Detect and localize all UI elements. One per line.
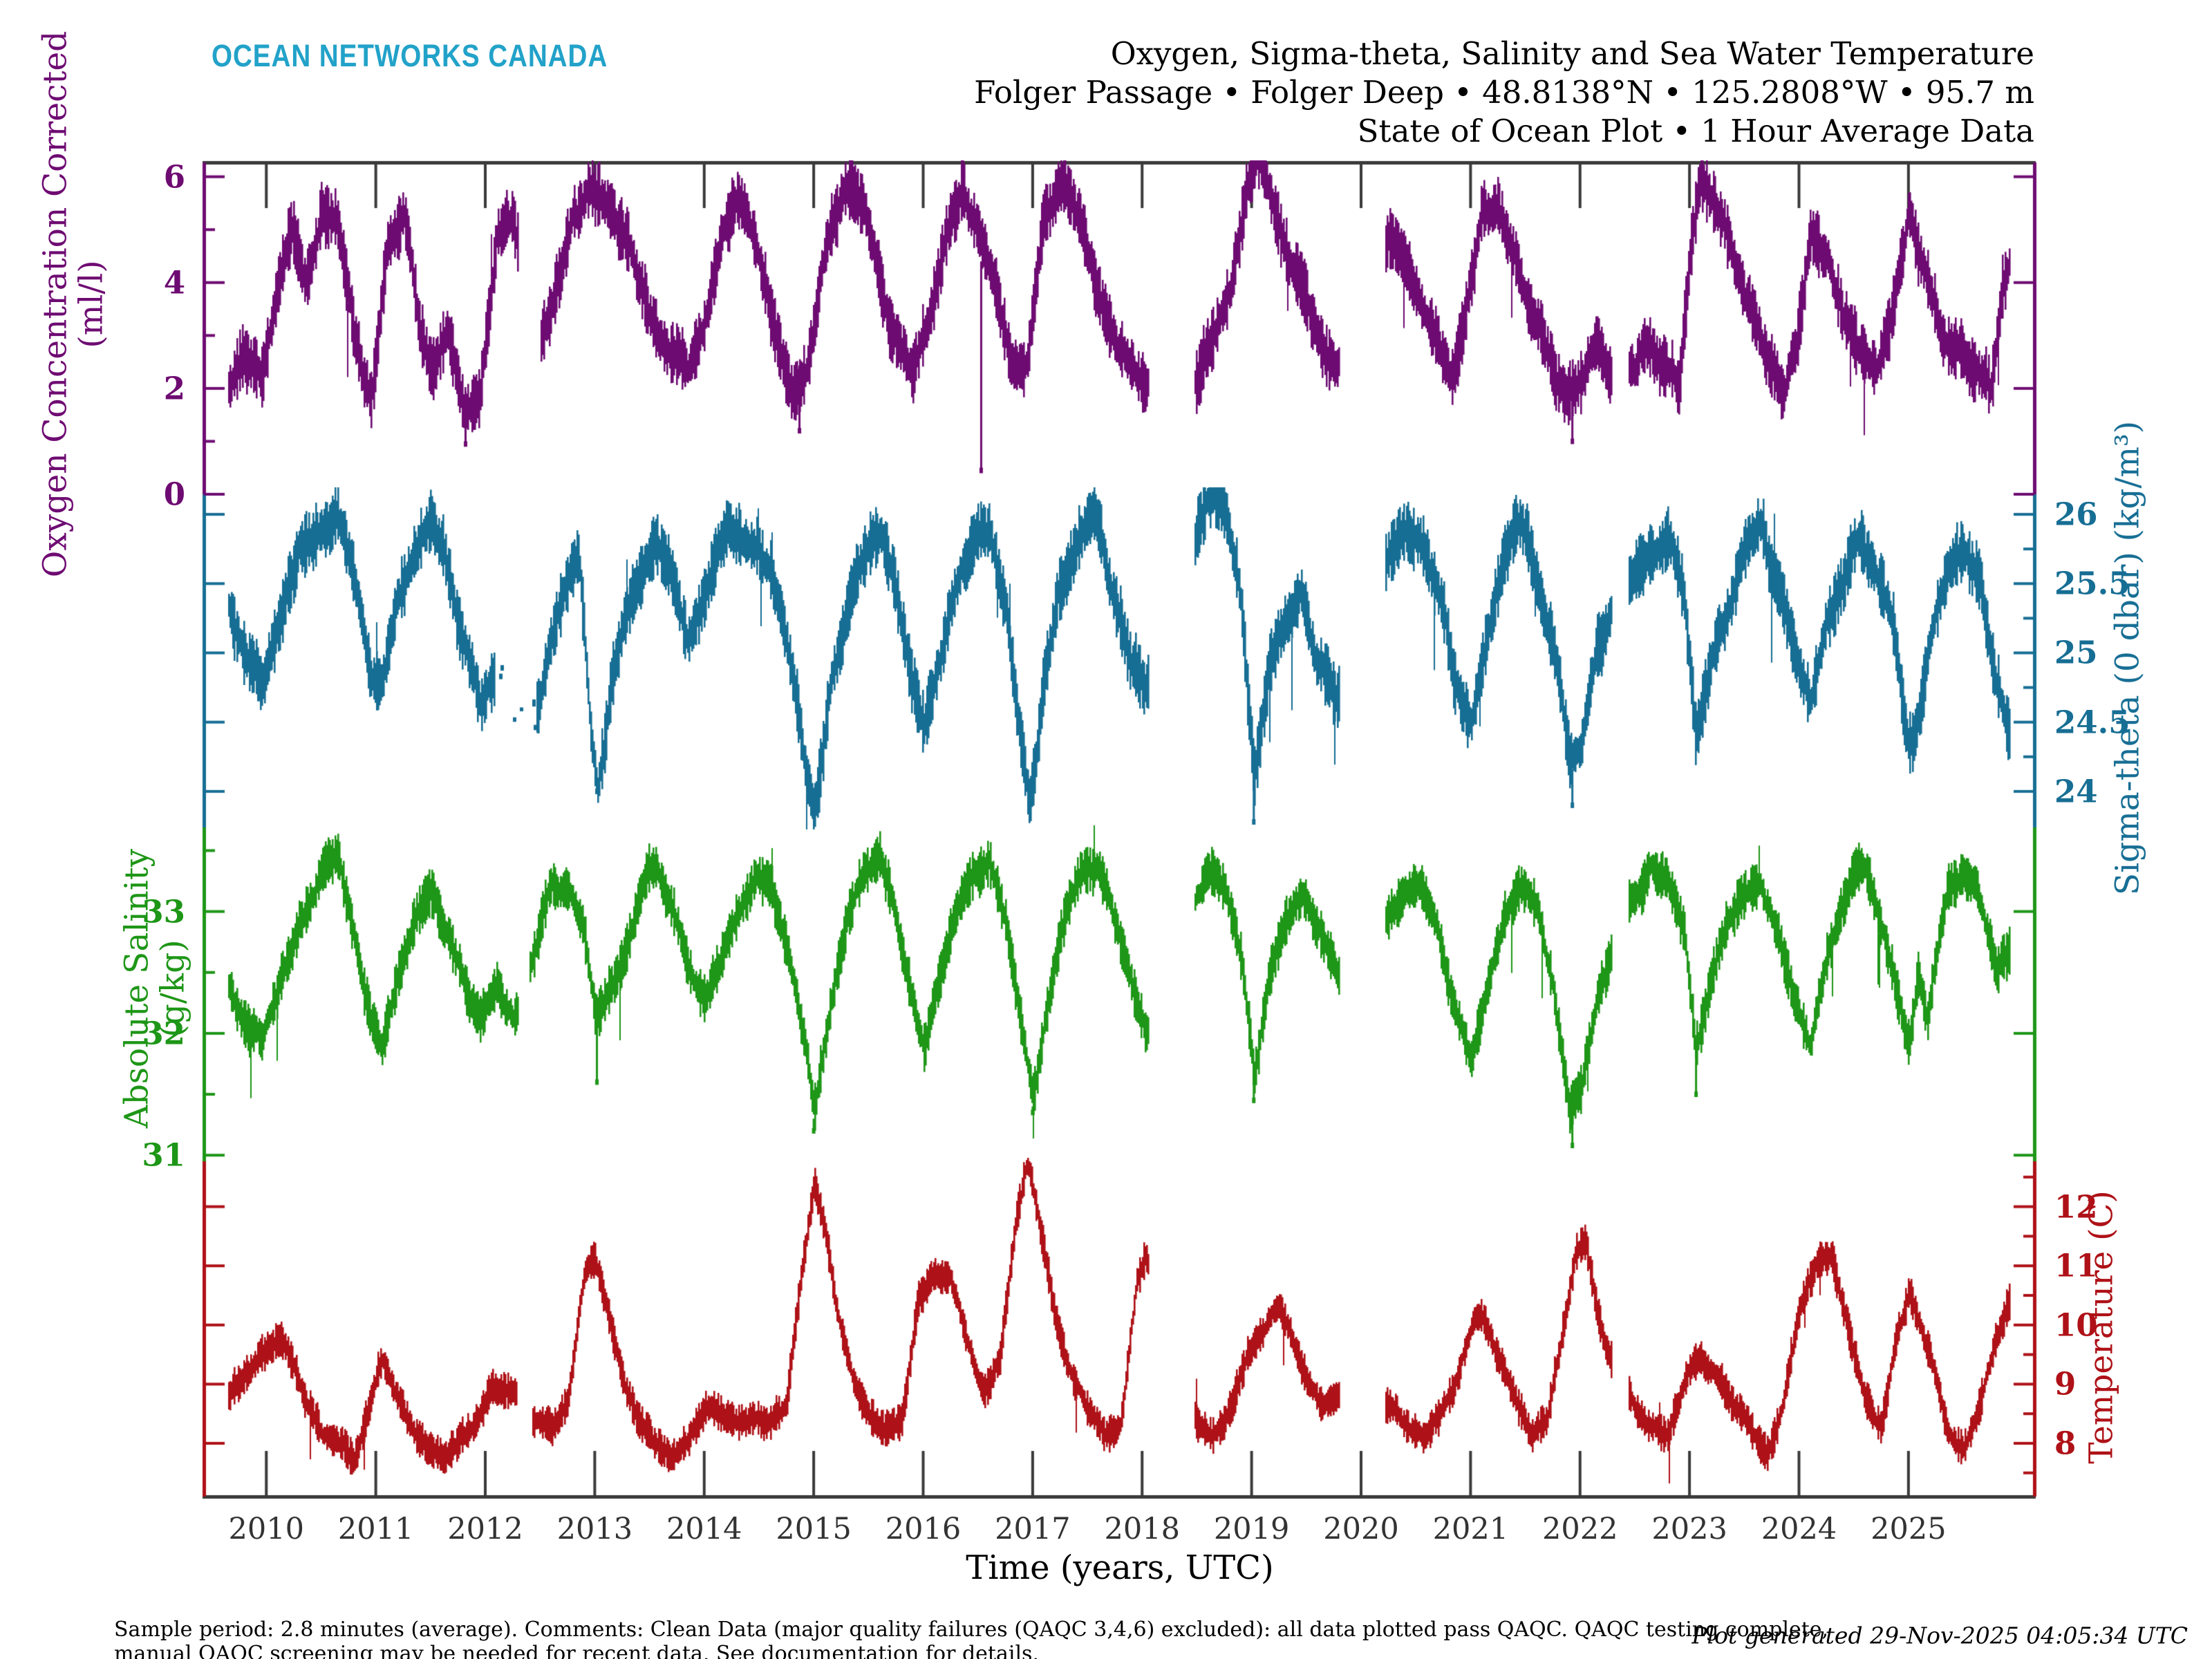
x-tick-label-2018: 2018 bbox=[1104, 1512, 1180, 1546]
y-tick-label-temperature-12: 12 bbox=[2054, 1188, 2098, 1226]
x-tick-label-2024: 2024 bbox=[1761, 1512, 1837, 1546]
y-tick-label-salinity-33: 33 bbox=[142, 893, 185, 930]
y-tick-label-oxygen-6: 6 bbox=[163, 158, 185, 196]
x-tick-label-2025: 2025 bbox=[1871, 1512, 1947, 1546]
plot-title-line-2: Folger Passage • Folger Deep • 48.8138°N… bbox=[974, 74, 2034, 111]
y-tick-label-sigma-theta-24.5: 24.5 bbox=[2054, 704, 2130, 741]
footnote: Sample period: 2.8 minutes (average). Co… bbox=[114, 1618, 1828, 1659]
x-tick-label-2016: 2016 bbox=[885, 1512, 962, 1546]
x-tick-label-2022: 2022 bbox=[1542, 1512, 1618, 1546]
y-tick-label-oxygen-2: 2 bbox=[163, 370, 185, 407]
x-tick-label-2015: 2015 bbox=[776, 1512, 852, 1546]
footnote-line-2: manual QAQC screening may be needed for … bbox=[114, 1642, 1039, 1659]
y-tick-label-oxygen-4: 4 bbox=[163, 264, 185, 301]
x-tick-label-2023: 2023 bbox=[1651, 1512, 1727, 1546]
plot-title-line-3: State of Ocean Plot • 1 Hour Average Dat… bbox=[1357, 113, 2034, 149]
footnote-line-1: Sample period: 2.8 minutes (average). Co… bbox=[114, 1618, 1829, 1642]
ocean-networks-canada-logo: OCEAN NETWORKS CANADA bbox=[212, 38, 608, 73]
y-tick-label-sigma-theta-25.5: 25.5 bbox=[2054, 565, 2130, 602]
y-tick-label-temperature-11: 11 bbox=[2054, 1247, 2098, 1284]
y-tick-label-temperature-8: 8 bbox=[2054, 1425, 2077, 1462]
y-tick-label-salinity-32: 32 bbox=[142, 1015, 185, 1052]
y-axis-label-salinity: Absolute Salinity bbox=[118, 848, 156, 1129]
x-tick-label-2019: 2019 bbox=[1213, 1512, 1290, 1546]
y-tick-label-oxygen-0: 0 bbox=[163, 476, 185, 513]
x-tick-label-2021: 2021 bbox=[1432, 1512, 1509, 1546]
y-axis-label-oxygen: Oxygen Concentration Corrected bbox=[36, 30, 75, 578]
y-tick-label-temperature-10: 10 bbox=[2054, 1306, 2098, 1344]
x-tick-label-2011: 2011 bbox=[337, 1512, 414, 1546]
y-axis-unit-oxygen: (ml/l) bbox=[72, 260, 111, 348]
x-tick-label-2012: 2012 bbox=[447, 1512, 523, 1546]
y-tick-label-temperature-9: 9 bbox=[2054, 1365, 2077, 1403]
x-tick-label-2014: 2014 bbox=[666, 1512, 742, 1546]
y-tick-label-sigma-theta-26: 26 bbox=[2054, 496, 2098, 533]
plot-title-line-1: Oxygen, Sigma-theta, Salinity and Sea Wa… bbox=[1110, 35, 2034, 72]
x-tick-label-2017: 2017 bbox=[995, 1512, 1071, 1546]
x-axis-label: Time (years, UTC) bbox=[966, 1548, 1274, 1587]
y-tick-label-sigma-theta-25: 25 bbox=[2054, 634, 2098, 671]
title-block: Oxygen, Sigma-theta, Salinity and Sea Wa… bbox=[830, 35, 2034, 151]
y-tick-label-sigma-theta-24: 24 bbox=[2054, 773, 2098, 810]
x-tick-label-2020: 2020 bbox=[1323, 1512, 1399, 1546]
y-axis-label-sigma-theta: Sigma-theta (0 dbar) (kg/m³) bbox=[2108, 420, 2147, 896]
generated-timestamp: Plot generated 29-Nov-2025 04:05:34 UTC bbox=[1691, 1622, 2188, 1649]
x-tick-label-2010: 2010 bbox=[228, 1512, 304, 1546]
y-tick-label-salinity-31: 31 bbox=[142, 1136, 185, 1174]
x-tick-label-2013: 2013 bbox=[556, 1512, 633, 1546]
